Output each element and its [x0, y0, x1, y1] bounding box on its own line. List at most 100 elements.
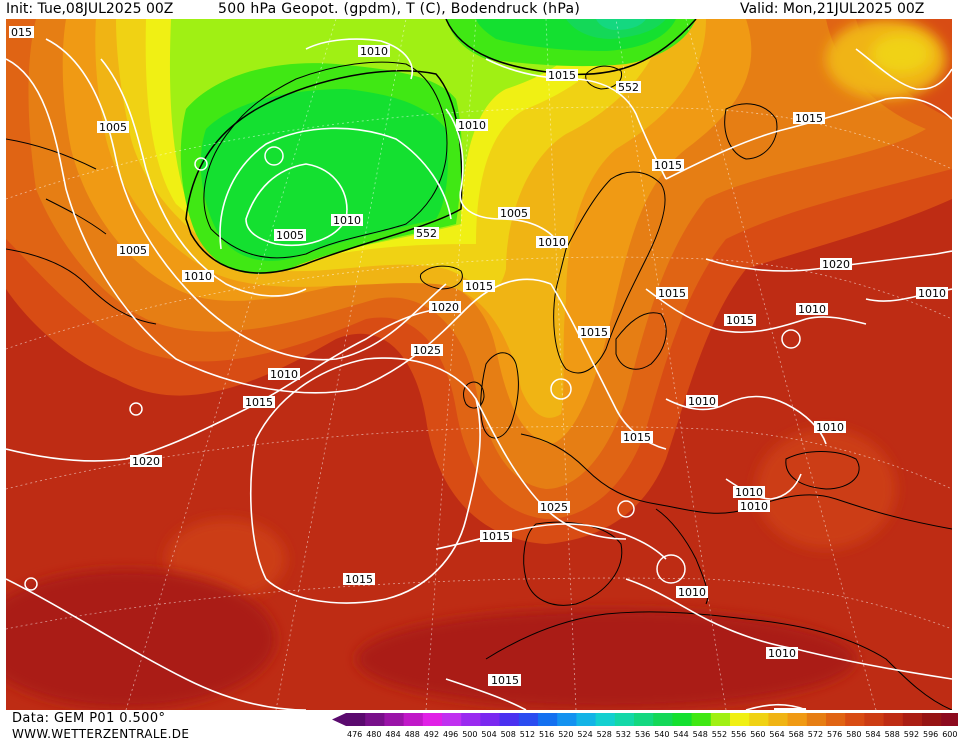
pressure-label-box [793, 112, 825, 124]
pressure-label-box [97, 121, 129, 133]
pressure-label: 1025 [411, 344, 443, 357]
pressure-label-box [724, 314, 756, 326]
pressure-label-box [331, 214, 363, 226]
colorbar-low-arrow [332, 713, 346, 726]
colorbar-tick-label: 492 [424, 730, 439, 739]
pressure-label-text: 1010 [768, 647, 796, 660]
pressure-label-text: 1010 [678, 586, 706, 599]
colorbar-swatch [518, 713, 539, 726]
pressure-label: 1005 [774, 708, 806, 710]
colorbar-tick-label: 564 [769, 730, 784, 739]
pressure-label: 1015 [343, 573, 375, 586]
pressure-label-text: 1020 [431, 301, 459, 314]
pressure-label: 552 [616, 81, 641, 94]
pressure-label: 1015 [463, 280, 495, 293]
temperature-bands [6, 19, 952, 709]
pressure-label-box [536, 236, 568, 248]
colorbar-swatch [730, 713, 750, 726]
pressure-label: 1010 [733, 486, 765, 499]
pressure-label-text: 1005 [99, 121, 127, 134]
colorbar-swatch [826, 713, 846, 726]
pressure-label: 1020 [429, 301, 461, 314]
colorbar-tick-label: 540 [654, 730, 669, 739]
init-time: Init: Tue,08JUL2025 00Z [6, 1, 174, 17]
colorbar-tick-label: 536 [635, 730, 650, 739]
colorbar-tick-label: 504 [481, 730, 496, 739]
pressure-label: 1015 [243, 396, 275, 409]
colorbar-tick-label: 548 [693, 730, 708, 739]
isobar-1010-ne [855, 48, 952, 90]
pressure-label-text: 1010 [458, 119, 486, 132]
pressure-label-text: 1015 [548, 69, 576, 82]
colorbar-swatch [710, 713, 731, 726]
weather-map[interactable]: 015 1010 1015 1005 1010 1005 1010 1005 1010 552 10… [6, 19, 952, 710]
colorbar-tick-label: 476 [347, 730, 362, 739]
pressure-label: 1025 [538, 501, 570, 514]
colorbar-swatch [787, 713, 808, 726]
pressure-label-box [498, 207, 530, 219]
pressure-label-text: 1015 [245, 396, 273, 409]
colorbar-swatch [845, 713, 865, 726]
isobar-1020-west [6, 308, 447, 462]
colorbar-tick-label: 516 [539, 730, 554, 739]
pressure-label-box [686, 395, 718, 407]
colorbar-swatch [922, 713, 942, 726]
pressure-label-text: 1015 [623, 431, 651, 444]
pressure-label-text: 1025 [540, 501, 568, 514]
novaya-zemlya-coast [724, 103, 778, 160]
pressure-label-text: 1010 [798, 303, 826, 316]
pressure-label-text: 1010 [918, 287, 946, 300]
pressure-label-text: 1020 [132, 455, 160, 468]
colorbar-swatch [691, 713, 712, 726]
pressure-label-box [463, 280, 495, 292]
colorbar-swatch [595, 713, 616, 726]
isobar-1010-greenland [219, 127, 452, 250]
colorbar-swatch [461, 713, 481, 726]
pressure-label-box [343, 573, 375, 585]
colorbar-tick-label: 580 [846, 730, 861, 739]
pressure-label: 1010 [686, 395, 718, 408]
colorbar-tick-label: 496 [443, 730, 458, 739]
pressure-label-text: 1015 [795, 112, 823, 125]
pressure-labels: 015 1010 1015 1005 1010 1005 1010 1005 1010 552 10… [9, 26, 948, 710]
pressure-label-text: 1010 [816, 421, 844, 434]
pressure-label-box [616, 81, 641, 93]
pressure-label-text: 1010 [538, 236, 566, 249]
valid-time: Valid: Mon,21JUL2025 00Z [740, 1, 925, 17]
pressure-label: 015 [9, 26, 34, 39]
pressure-label-box [489, 674, 521, 686]
isobar-1015-north [485, 58, 667, 180]
pressure-label: 1010 [268, 368, 300, 381]
pressure-label: 1015 [578, 326, 610, 339]
pressure-label-text: 1005 [776, 708, 804, 710]
pressure-label-text: 1015 [658, 287, 686, 300]
pressure-label: 1010 [766, 647, 798, 660]
pressure-label: 1010 [358, 45, 390, 58]
pressure-label-box [621, 431, 653, 443]
colorbar-tick-label: 596 [923, 730, 938, 739]
pressure-label-box [182, 270, 214, 282]
pressure-label-box [916, 287, 948, 299]
colorbar-tick-label: 480 [366, 730, 381, 739]
canada-coast [6, 138, 157, 325]
colorbar-tick-label: 568 [789, 730, 804, 739]
colorbar-tick-label: 528 [597, 730, 612, 739]
colorbar-tick-label: 592 [904, 730, 919, 739]
pressure-label-box [652, 159, 684, 171]
pressure-label-text: 1015 [482, 530, 510, 543]
colorbar-swatches [332, 713, 958, 726]
band-536 [596, 19, 646, 30]
colorbar-swatch [653, 713, 673, 726]
colorbar-tick-label: 544 [673, 730, 688, 739]
isobar-1010-west [45, 38, 447, 361]
website-link[interactable]: WWW.WETTERZENTRALE.DE [12, 727, 190, 741]
pressure-label-text: 1020 [822, 258, 850, 271]
pressure-label-text: 1015 [345, 573, 373, 586]
pressure-label-box [268, 368, 300, 380]
pressure-label-text: 1010 [735, 486, 763, 499]
pressure-label: 1010 [182, 270, 214, 283]
colorbar-tick-label: 560 [750, 730, 765, 739]
warm-spot-ne2 [871, 34, 931, 74]
pressure-label: 1020 [820, 258, 852, 271]
geopotential-map: 015 1010 1015 1005 1010 1005 1010 1005 1010 552 10… [6, 19, 952, 710]
